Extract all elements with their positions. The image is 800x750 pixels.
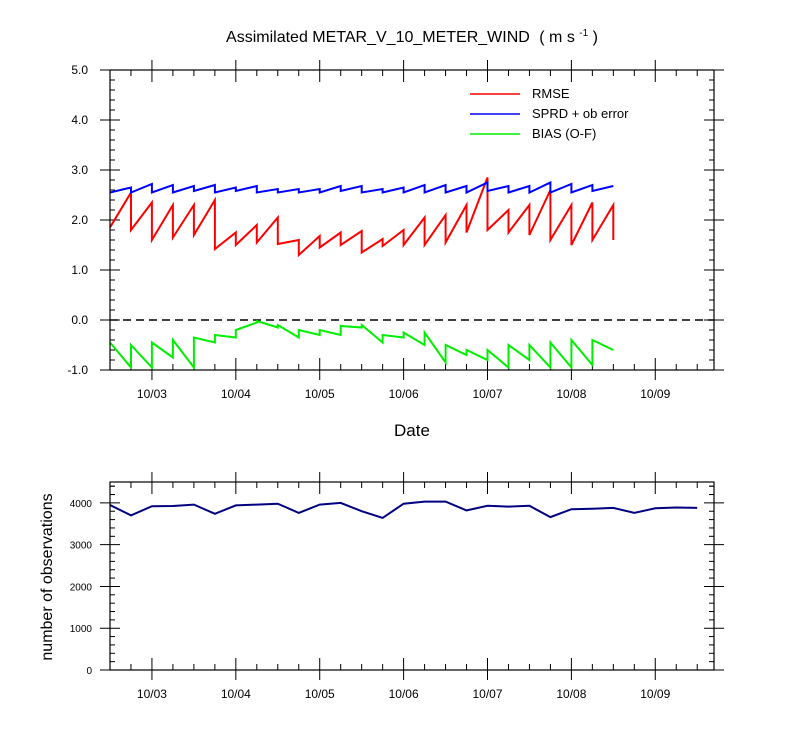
top-x-tick-label: 10/08 — [556, 387, 586, 401]
bottom-y-tick-label: 2000 — [70, 582, 93, 593]
top-y-tick-label: 4.0 — [71, 113, 88, 127]
bottom-series-observations — [110, 500, 698, 520]
bottom-plot-series — [110, 500, 698, 520]
top-y-tick-label: 5.0 — [71, 63, 88, 77]
top-x-tick-label: 10/05 — [305, 387, 335, 401]
bottom-y-tick-label: 3000 — [70, 541, 93, 552]
top-series-rmse — [110, 177, 615, 258]
bottom-x-tick-label: 10/03 — [137, 687, 167, 701]
top-y-tick-label: 2.0 — [71, 213, 88, 227]
bottom-y-tick-label: 1000 — [70, 624, 93, 635]
top-plot-series — [110, 177, 714, 370]
legend-label: BIAS (O-F) — [532, 126, 596, 141]
top-x-tick-label: 10/06 — [389, 387, 419, 401]
top-y-tick-label: -1.0 — [67, 363, 88, 377]
top-series-sprd-ob-error — [110, 180, 614, 195]
legend-label: SPRD + ob error — [532, 106, 629, 121]
bottom-x-tick-label: 10/09 — [640, 687, 670, 701]
top-x-tick-label: 10/07 — [472, 387, 502, 401]
bottom-x-tick-label: 10/07 — [472, 687, 502, 701]
top-x-tick-label: 10/04 — [221, 387, 251, 401]
y-axis-label: number of observations — [39, 493, 56, 660]
top-y-tick-label: 1.0 — [71, 263, 88, 277]
legend-label: RMSE — [532, 86, 570, 101]
top-x-tick-label: 10/03 — [137, 387, 167, 401]
legend: RMSE SPRD + ob error BIAS (O-F) — [470, 86, 629, 141]
x-axis-label: Date — [394, 421, 430, 440]
bottom-y-tick-label: 0 — [86, 666, 92, 677]
top-y-tick-label: 0.0 — [71, 313, 88, 327]
bottom-x-tick-label: 10/06 — [389, 687, 419, 701]
bottom-plot-frame — [109, 481, 715, 671]
top-y-tick-label: 3.0 — [71, 163, 88, 177]
bottom-x-tick-label: 10/08 — [556, 687, 586, 701]
top-x-tick-label: 10/09 — [640, 387, 670, 401]
bottom-y-tick-label: 4000 — [70, 499, 93, 510]
top-series-bias-o-f — [110, 319, 614, 370]
chart-title: Assimilated METAR_V_10_METER_WIND ( m s … — [226, 23, 598, 46]
bottom-x-tick-label: 10/04 — [221, 687, 251, 701]
bottom-x-tick-label: 10/05 — [305, 687, 335, 701]
top-plot-frame — [109, 69, 715, 371]
